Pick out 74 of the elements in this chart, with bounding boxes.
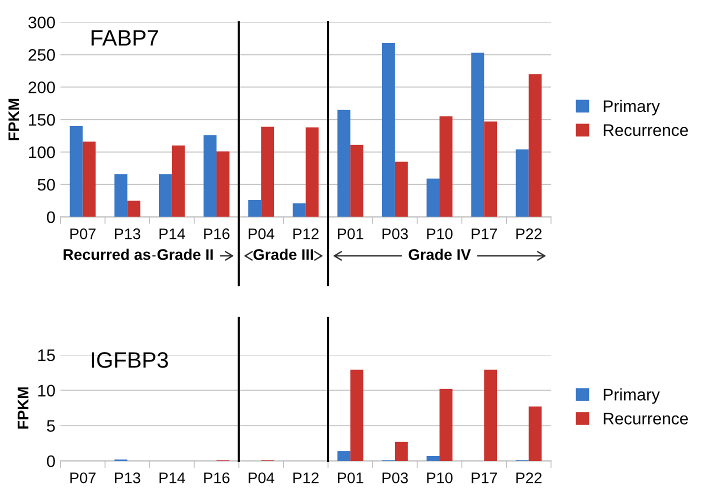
x-tick-label: P16 (204, 472, 230, 484)
x-tick-label: P03 (382, 472, 408, 484)
legend-label: Recurrence (604, 412, 688, 424)
bar (204, 135, 217, 217)
y-tick-label: 15 (38, 350, 55, 362)
bar (471, 52, 484, 217)
legend-label: Primary (604, 100, 660, 116)
y-tick-label: 100 (29, 146, 55, 158)
bar (350, 370, 364, 461)
y-tick-label: 150 (29, 114, 55, 126)
text: Grade III (253, 248, 313, 260)
chart-title: FABP7 (92, 30, 158, 46)
x-tick-label: P17 (472, 472, 497, 484)
x-tick-label: P03 (382, 228, 408, 240)
x-tick-label: P13 (114, 472, 140, 484)
bar (292, 203, 306, 217)
x-tick-label: P10 (427, 472, 453, 484)
bar (528, 406, 542, 461)
x-tick-label: P12 (293, 228, 319, 240)
x-tick-label: P14 (160, 472, 186, 484)
x-tick-label: P07 (70, 228, 96, 240)
x-tick-label: P22 (516, 472, 542, 484)
bar (484, 122, 498, 217)
y-axis-title: FPKM (18, 387, 28, 429)
text: Grade II (157, 248, 213, 260)
x-tick-label: P17 (472, 228, 497, 240)
bar (394, 442, 408, 461)
bar (382, 42, 395, 217)
bar (426, 456, 440, 461)
bar (440, 388, 452, 461)
bar (484, 370, 498, 461)
chart-title: IGFBP3 (92, 352, 168, 368)
x-tick-label: P04 (248, 472, 274, 484)
bar (306, 127, 319, 217)
bar (114, 174, 128, 217)
bar (127, 200, 140, 217)
bar (70, 126, 83, 217)
bar (159, 174, 172, 217)
y-tick-label: 200 (28, 82, 55, 94)
x-tick-label: P07 (70, 472, 96, 484)
x-tick-label: P04 (248, 228, 274, 240)
y-tick-label: 250 (28, 49, 55, 61)
bar (248, 200, 262, 217)
y-tick-label: 5 (46, 420, 55, 432)
text: Grade IV (408, 248, 471, 260)
x-tick-label: P01 (338, 472, 364, 484)
bar (528, 74, 542, 217)
x-tick-label: P14 (160, 228, 186, 240)
y-tick-label: 0 (46, 455, 55, 468)
x-tick-label: P13 (114, 228, 140, 240)
text: Recurred as (64, 248, 150, 260)
legend-label: Primary (604, 388, 660, 404)
bar (440, 116, 452, 217)
bar (216, 151, 230, 217)
x-tick-label: P16 (204, 228, 230, 240)
y-tick-label: 300 (28, 16, 55, 28)
bar (337, 110, 350, 217)
bar (337, 451, 350, 461)
bar (261, 126, 274, 217)
bar (350, 144, 364, 217)
x-tick-label: P22 (516, 228, 542, 240)
y-tick-label: 10 (38, 384, 55, 396)
bar (172, 146, 185, 217)
bar (394, 162, 408, 217)
y-axis-title: FPKM (8, 98, 20, 140)
bar (516, 149, 529, 217)
y-tick-label: 50 (38, 178, 55, 191)
y-tick-label: 0 (46, 211, 55, 224)
bar (426, 178, 440, 217)
bar (82, 142, 96, 217)
legend-label: Recurrence (604, 124, 688, 136)
x-tick-label: P10 (427, 228, 453, 240)
x-tick-label: P01 (338, 228, 364, 240)
x-tick-label: P12 (293, 472, 319, 484)
